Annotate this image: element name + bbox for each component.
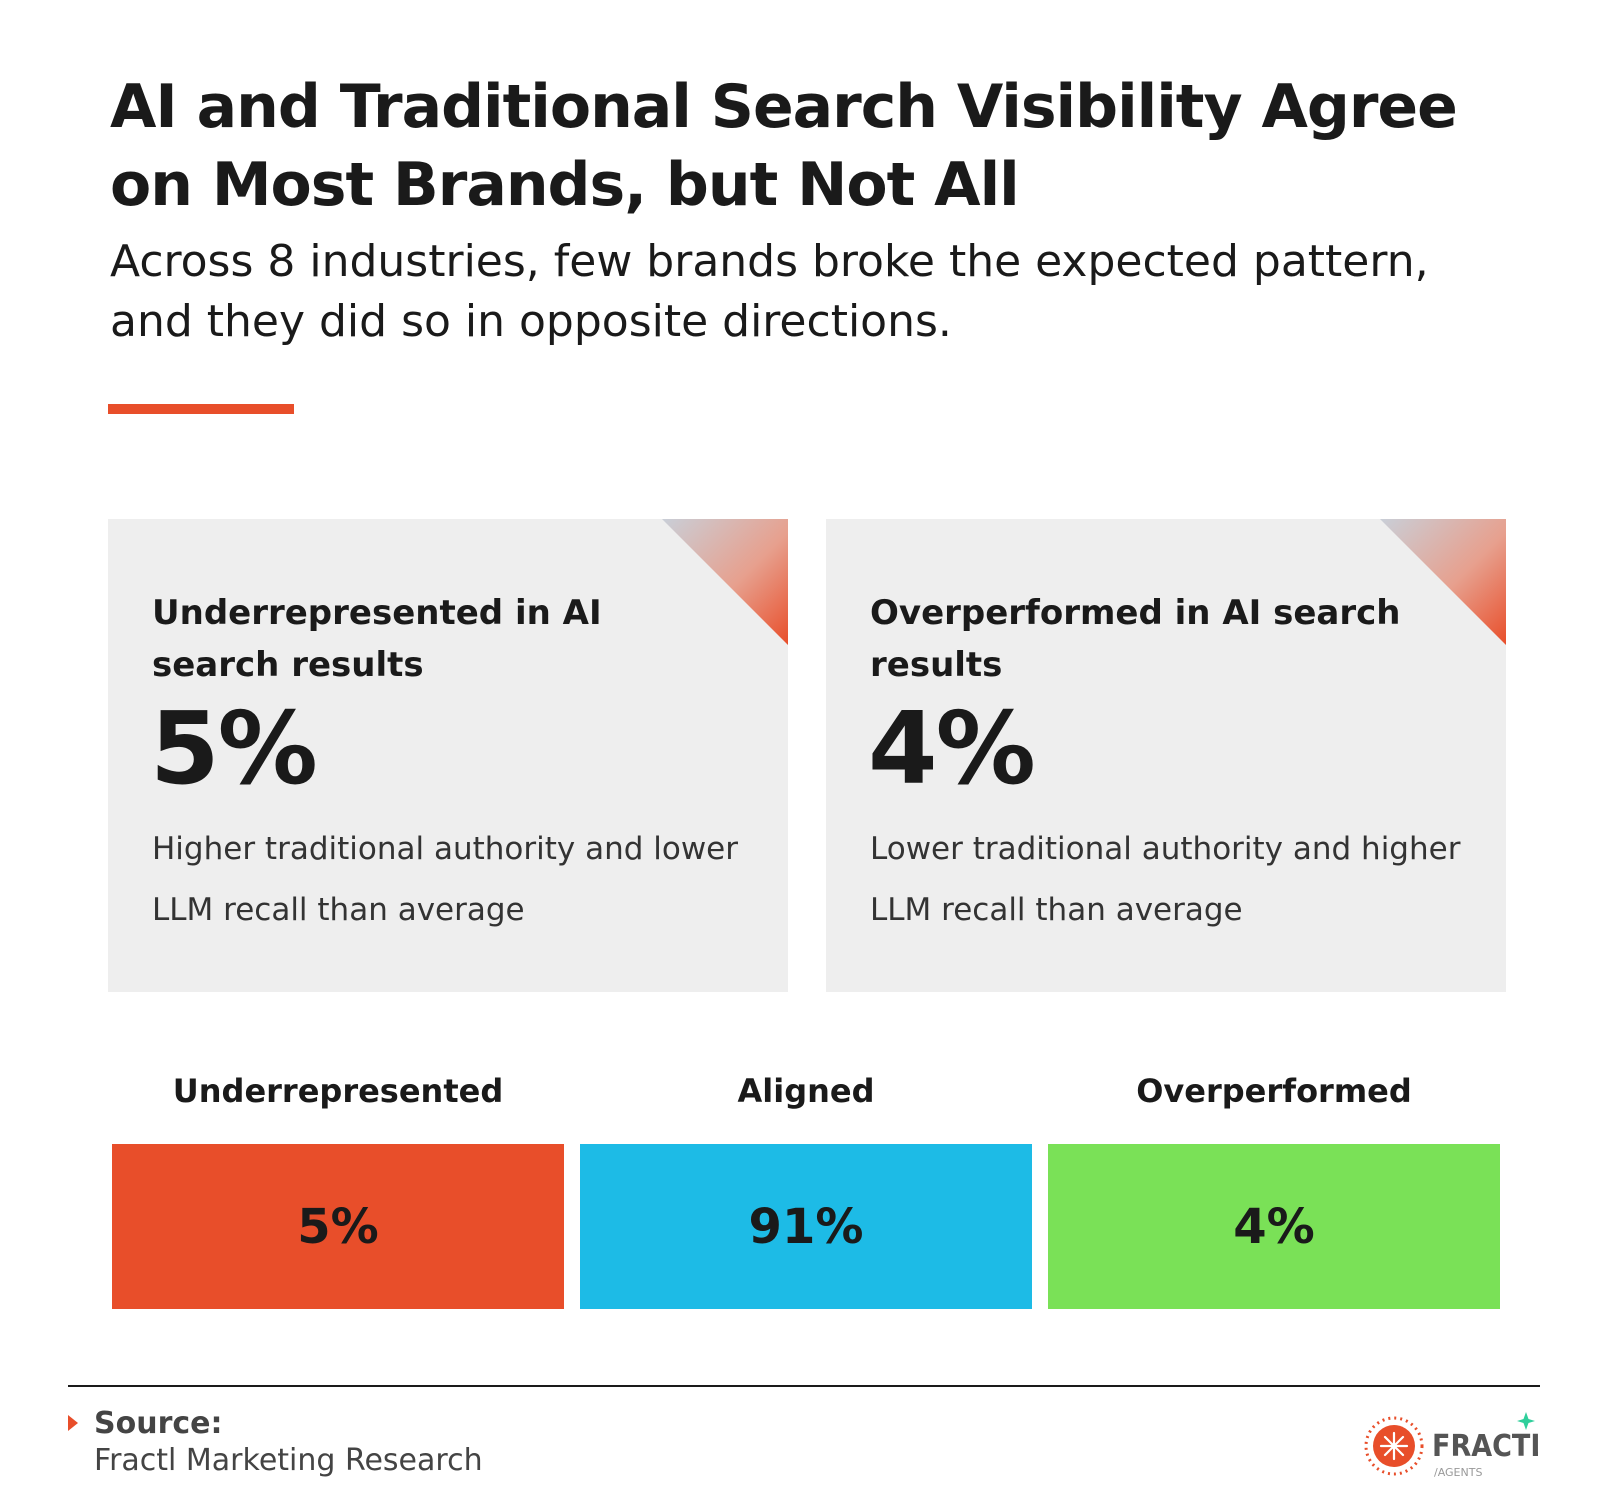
accent-rule	[108, 404, 294, 414]
caret-right-icon	[68, 1415, 78, 1431]
card-value: 4%	[868, 690, 1036, 807]
page-subtitle: Across 8 industries, few brands broke th…	[110, 236, 1429, 347]
source-label: Source:	[94, 1406, 223, 1441]
card-heading: Overperformed in AI search results	[870, 593, 1401, 685]
corner-triangle-icon	[662, 519, 788, 645]
card-heading: Underrepresented in AI search results	[152, 593, 602, 685]
bar-label-aligned: Aligned	[737, 1072, 875, 1110]
footer-rule	[68, 1385, 1540, 1387]
page-title: AI and Traditional Search Visibility Agr…	[110, 72, 1458, 220]
bar-underrepresented: 5%	[112, 1144, 564, 1309]
card-description: Higher traditional authority and lower L…	[152, 831, 739, 928]
source-text: Fractl Marketing Research	[94, 1443, 483, 1478]
logo-tagline: /AGENTS	[1434, 1466, 1482, 1479]
logo-wordmark: FRACTL	[1432, 1429, 1538, 1464]
card-value: 5%	[150, 690, 318, 807]
fractl-logo: FRACTL /AGENTS	[1364, 1412, 1538, 1479]
stat-card-underrepresented: Underrepresented in AI search results 5%…	[108, 519, 788, 992]
corner-triangle-icon	[1380, 519, 1506, 645]
stat-card-overperformed: Overperformed in AI search results 4% Lo…	[826, 519, 1506, 992]
bar-label-underrepresented: Underrepresented	[172, 1072, 504, 1110]
bar-label-overperformed: Overperformed	[1136, 1072, 1412, 1110]
card-description: Lower traditional authority and higher L…	[870, 831, 1461, 928]
bar-aligned: 91%	[580, 1144, 1032, 1309]
bar-value-label: 91%	[748, 1198, 864, 1255]
bar-value-label: 4%	[1233, 1198, 1315, 1255]
bar-value-label: 5%	[297, 1198, 379, 1255]
sparkle-icon	[1517, 1412, 1535, 1430]
snowflake-sun-icon	[1364, 1416, 1424, 1476]
bar-overperformed: 4%	[1048, 1144, 1500, 1309]
